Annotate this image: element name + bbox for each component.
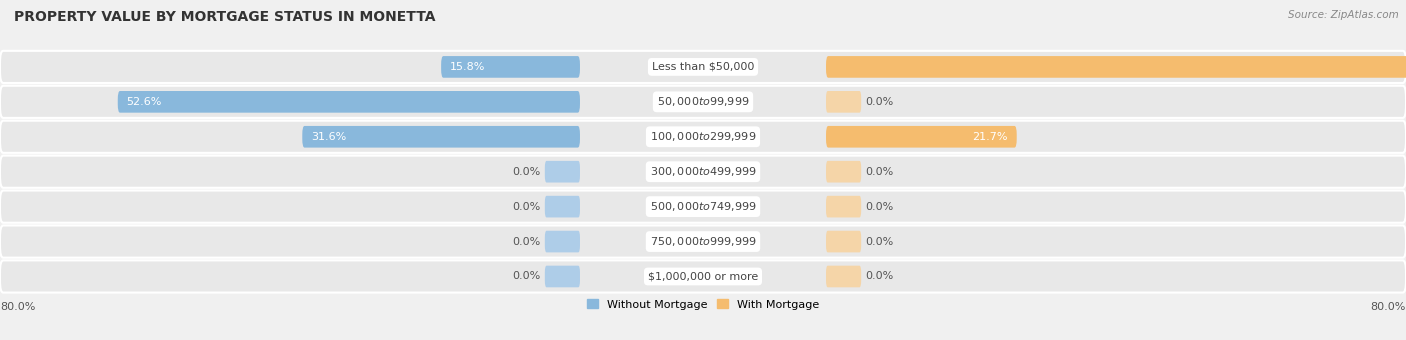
Text: 31.6%: 31.6% (311, 132, 346, 142)
Text: 0.0%: 0.0% (512, 272, 540, 282)
FancyBboxPatch shape (0, 86, 1406, 118)
Legend: Without Mortgage, With Mortgage: Without Mortgage, With Mortgage (582, 295, 824, 314)
FancyBboxPatch shape (441, 56, 581, 78)
FancyBboxPatch shape (827, 56, 1406, 78)
FancyBboxPatch shape (546, 231, 581, 252)
FancyBboxPatch shape (118, 91, 581, 113)
Text: $100,000 to $299,999: $100,000 to $299,999 (650, 130, 756, 143)
FancyBboxPatch shape (546, 161, 581, 183)
FancyBboxPatch shape (546, 266, 581, 287)
Text: 52.6%: 52.6% (127, 97, 162, 107)
Text: 15.8%: 15.8% (450, 62, 485, 72)
Text: 80.0%: 80.0% (1371, 302, 1406, 312)
Text: $50,000 to $99,999: $50,000 to $99,999 (657, 95, 749, 108)
Text: 0.0%: 0.0% (512, 167, 540, 177)
Text: Source: ZipAtlas.com: Source: ZipAtlas.com (1288, 10, 1399, 20)
Text: $500,000 to $749,999: $500,000 to $749,999 (650, 200, 756, 213)
Text: $300,000 to $499,999: $300,000 to $499,999 (650, 165, 756, 178)
FancyBboxPatch shape (827, 266, 860, 287)
Text: Less than $50,000: Less than $50,000 (652, 62, 754, 72)
FancyBboxPatch shape (827, 231, 860, 252)
FancyBboxPatch shape (0, 190, 1406, 223)
FancyBboxPatch shape (0, 225, 1406, 258)
Text: 21.7%: 21.7% (973, 132, 1008, 142)
Text: $750,000 to $999,999: $750,000 to $999,999 (650, 235, 756, 248)
Text: PROPERTY VALUE BY MORTGAGE STATUS IN MONETTA: PROPERTY VALUE BY MORTGAGE STATUS IN MON… (14, 10, 436, 24)
FancyBboxPatch shape (827, 126, 1017, 148)
FancyBboxPatch shape (0, 260, 1406, 292)
Text: $1,000,000 or more: $1,000,000 or more (648, 272, 758, 282)
Text: 0.0%: 0.0% (512, 237, 540, 246)
Text: 80.0%: 80.0% (0, 302, 35, 312)
Text: 0.0%: 0.0% (866, 202, 894, 211)
FancyBboxPatch shape (827, 91, 860, 113)
FancyBboxPatch shape (0, 121, 1406, 153)
FancyBboxPatch shape (827, 196, 860, 218)
FancyBboxPatch shape (302, 126, 581, 148)
FancyBboxPatch shape (0, 51, 1406, 83)
FancyBboxPatch shape (827, 161, 860, 183)
FancyBboxPatch shape (0, 156, 1406, 188)
Text: 0.0%: 0.0% (512, 202, 540, 211)
FancyBboxPatch shape (546, 196, 581, 218)
Text: 0.0%: 0.0% (866, 237, 894, 246)
Text: 0.0%: 0.0% (866, 167, 894, 177)
Text: 0.0%: 0.0% (866, 97, 894, 107)
Text: 0.0%: 0.0% (866, 272, 894, 282)
